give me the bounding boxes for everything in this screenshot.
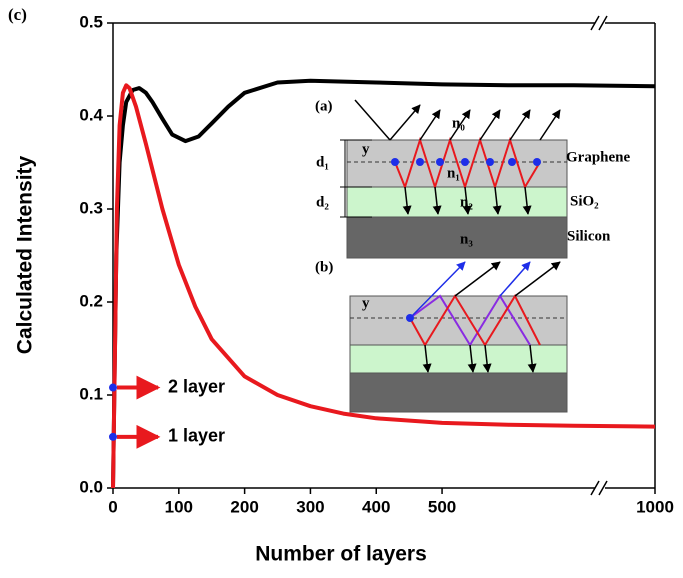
sio2-layer [347,187,567,217]
y-tick-label: 0.0 [79,477,103,496]
dimension-label: y [362,295,370,311]
annotation-label: 1 layer [168,426,225,446]
x-tick-label: 200 [230,497,258,516]
y-tick-label: 0.2 [79,291,103,310]
silicon-layer [347,217,567,258]
x-tick-label: 500 [428,497,456,516]
annotation-dot [109,433,117,441]
inset-label: (b) [315,259,333,275]
dimension-label: d₁ [316,154,329,170]
layer-label: Graphene [566,149,631,165]
index-label: n₁ [447,165,460,181]
y-axis-label: Calculated Intensity [14,155,37,354]
y-tick-label: 0.3 [79,198,103,217]
x-tick-label: 0 [108,497,117,516]
panel-label: (c) [8,5,27,24]
y-tick-label: 0.1 [79,384,103,403]
index-label: n₂ [460,194,473,210]
annotation-dot [109,384,117,392]
y-tick-label: 0.4 [79,105,103,124]
x-tick-label: 400 [362,497,390,516]
inset-label: (a) [315,98,333,114]
x-tick-label: 300 [296,497,324,516]
y-tick-label: 0.5 [79,12,103,31]
dimension-label: d₂ [316,194,329,210]
layer-label: Silicon [567,228,611,244]
index-label: n₃ [460,231,473,247]
sio2-layer [350,345,567,373]
silicon-layer [350,373,567,412]
dimension-label: y [362,141,370,157]
index-label: n₀ [452,115,465,131]
inset-diagram: (a) (b) n₀ n₁ n₂ n₃ Graphene SiO₂ Silico… [315,98,631,412]
x-tick-label: 1000 [636,497,674,516]
ray [390,105,420,140]
dot [406,314,414,322]
incident-ray [355,100,390,140]
x-tick-label: 100 [165,497,193,516]
chart: (c) Number of layers Calculated Intensit… [0,0,683,573]
x-axis-label: Number of layers [255,543,427,566]
annotation-label: 2 layer [168,376,225,396]
layer-label: SiO₂ [570,193,599,209]
